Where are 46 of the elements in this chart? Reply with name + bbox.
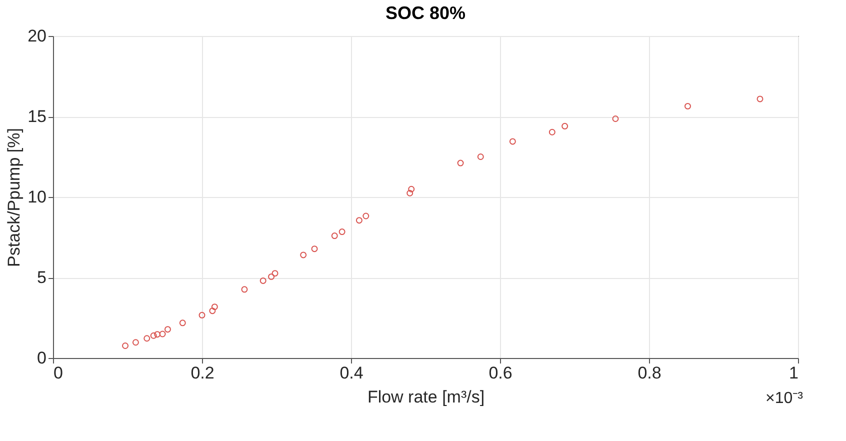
point: [132, 339, 139, 346]
point: [122, 342, 129, 349]
point: [209, 308, 216, 314]
y-tick-label: 20: [28, 26, 46, 46]
point: [272, 270, 278, 277]
x-tick-label: 0: [54, 364, 63, 382]
y-tick-label: 0: [37, 348, 46, 368]
point: [311, 246, 318, 252]
point: [268, 273, 275, 280]
point: [509, 138, 516, 145]
point: [612, 116, 619, 122]
point: [154, 331, 161, 338]
point: [144, 335, 150, 342]
point: [241, 286, 248, 293]
point: [408, 186, 415, 192]
point: [198, 312, 206, 318]
y-tick-label: 15: [28, 107, 46, 126]
point: [356, 217, 362, 224]
x-tick-label: 0.2: [190, 364, 214, 382]
text: ×10⁻³: [766, 390, 804, 407]
point: [179, 320, 186, 326]
y-axis-title: Pstack/Ppump [%]: [4, 128, 24, 267]
point: [548, 128, 556, 136]
point: [260, 277, 266, 284]
point: [150, 332, 157, 339]
x-tick-label: 0.4: [340, 364, 364, 382]
point: [338, 228, 346, 236]
point: [300, 252, 307, 258]
point: [756, 96, 764, 102]
point: [211, 304, 218, 310]
x-tick-label: 0.8: [638, 364, 662, 382]
y-tick-label: 5: [37, 268, 46, 287]
point: [164, 326, 171, 333]
point: [562, 122, 568, 130]
point: [457, 160, 464, 166]
point: [477, 154, 484, 160]
x-axis-title: Flow rate [m³/s]: [367, 388, 485, 406]
point: [684, 102, 691, 110]
point: [159, 330, 166, 338]
x-tick-label: 0.6: [488, 364, 512, 382]
point: [406, 190, 414, 196]
y-tick-label: 10: [28, 188, 46, 206]
x-tick-label: 1: [789, 364, 798, 382]
point: [362, 212, 370, 220]
chart-title: SOC 80%: [385, 3, 466, 23]
point: [331, 232, 338, 240]
